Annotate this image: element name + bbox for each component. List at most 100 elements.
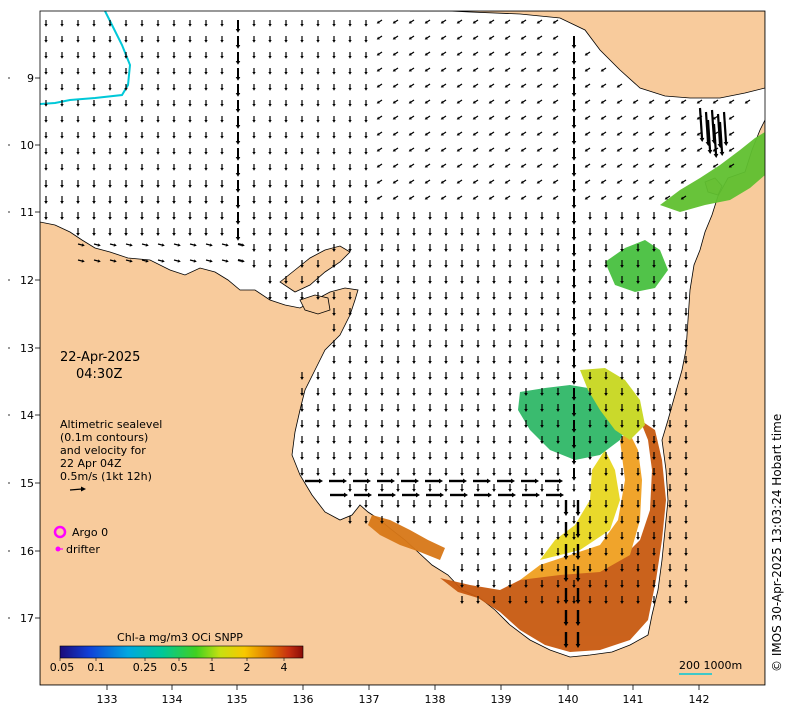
velocity-arrow-head — [268, 136, 272, 139]
velocity-arrow-head — [396, 297, 400, 300]
lat-tick-label: 10 — [20, 139, 34, 152]
velocity-arrow-head — [300, 265, 304, 268]
velocity-arrow — [458, 35, 463, 39]
velocity-arrow-head — [188, 201, 192, 204]
velocity-arrow-head — [540, 281, 544, 284]
velocity-arrow — [522, 51, 527, 55]
velocity-arrow-head — [696, 132, 700, 136]
velocity-arrow-head — [376, 196, 380, 200]
velocity-arrow-head — [684, 393, 688, 396]
velocity-arrow-head — [225, 243, 229, 247]
velocity-arrow-head — [316, 281, 320, 284]
velocity-arrow-head — [488, 148, 492, 152]
velocity-arrow-head — [604, 425, 608, 428]
velocity-arrow-head — [76, 88, 80, 91]
velocity-arrow-head — [572, 505, 576, 508]
velocity-arrow-head — [588, 441, 592, 444]
velocity-arrow-head — [524, 521, 528, 524]
velocity-arrow-head — [396, 425, 400, 428]
velocity-arrow-head — [284, 24, 288, 27]
velocity-arrow-head — [316, 136, 320, 139]
velocity-arrow-head — [235, 141, 241, 145]
velocity-arrow-head — [76, 201, 80, 204]
velocity-arrow — [538, 83, 543, 87]
velocity-arrow-head — [632, 196, 636, 200]
velocity-arrow-head — [488, 180, 492, 184]
velocity-arrow-head — [348, 425, 352, 428]
velocity-arrow-head — [140, 104, 144, 107]
velocity-arrow-head — [44, 136, 48, 139]
velocity-arrow-head — [680, 196, 684, 200]
velocity-arrow-head — [600, 100, 604, 104]
velocity-arrow-head — [428, 441, 432, 444]
velocity-arrow-head — [488, 132, 492, 136]
velocity-arrow-head — [235, 237, 241, 241]
velocity-arrow-head — [124, 168, 128, 171]
lat-tick-label: 14 — [20, 409, 34, 422]
velocity-arrow-head — [428, 345, 432, 348]
map-time: 04:30Z — [76, 367, 122, 382]
velocity-arrow — [522, 195, 527, 199]
velocity-arrow-head — [536, 84, 540, 88]
velocity-arrow-head — [488, 68, 492, 72]
velocity-arrow-head — [588, 377, 592, 380]
velocity-arrow-head — [172, 120, 176, 123]
velocity-arrow — [586, 131, 591, 135]
velocity-arrow-head — [604, 361, 608, 364]
velocity-arrow-head — [460, 489, 464, 492]
velocity-arrow-head — [668, 537, 672, 540]
velocity-arrow — [522, 147, 527, 151]
velocity-arrow-head — [588, 473, 592, 476]
velocity-arrow — [554, 19, 559, 23]
velocity-arrow-head — [456, 84, 460, 88]
velocity-arrow-head — [376, 164, 380, 168]
plot-area — [40, 11, 765, 685]
velocity-arrow-head — [380, 217, 384, 220]
velocity-arrow-head — [108, 152, 112, 155]
velocity-arrow — [490, 195, 495, 199]
velocity-arrow-head — [444, 457, 448, 460]
velocity-arrow-head — [364, 249, 368, 252]
cape-york-peninsula — [40, 119, 765, 685]
velocity-arrow-head — [124, 152, 128, 155]
velocity-arrow-head — [412, 249, 416, 252]
velocity-arrow-head — [235, 77, 241, 81]
velocity-arrow-head — [472, 196, 476, 200]
velocity-arrow-head — [456, 116, 460, 120]
velocity-arrow-head — [108, 233, 112, 236]
velocity-arrow — [554, 99, 559, 103]
velocity-arrow-head — [588, 489, 592, 492]
velocity-arrow-head — [604, 345, 608, 348]
velocity-arrow-head — [616, 132, 620, 136]
velocity-arrow-head — [396, 473, 400, 476]
velocity-arrow-head — [348, 201, 352, 204]
velocity-arrow-head — [664, 132, 668, 136]
velocity-arrow-head — [504, 116, 508, 120]
velocity-arrow-head — [456, 20, 460, 24]
velocity-arrow-head — [332, 361, 336, 364]
velocity-arrow-head — [636, 345, 640, 348]
velocity-arrow-head — [440, 164, 444, 168]
velocity-arrow — [410, 67, 415, 71]
velocity-arrow-head — [428, 249, 432, 252]
velocity-arrow-head — [76, 168, 80, 171]
velocity-arrow-head — [220, 233, 224, 236]
velocity-arrow-head — [456, 132, 460, 136]
velocity-arrow-head — [535, 478, 539, 484]
velocity-arrow-head — [300, 56, 304, 59]
velocity-arrow-head — [508, 521, 512, 524]
velocity-arrow — [554, 163, 559, 167]
velocity-arrow-head — [92, 168, 96, 171]
velocity-arrow-head — [664, 196, 668, 200]
velocity-arrow — [718, 121, 724, 153]
velocity-arrow-head — [440, 84, 444, 88]
velocity-arrow-head — [444, 281, 448, 284]
velocity-arrow-head — [684, 217, 688, 220]
velocity-arrow-head — [428, 313, 432, 316]
velocity-arrow-head — [172, 201, 176, 204]
velocity-arrow-head — [571, 397, 577, 401]
velocity-arrow-head — [161, 243, 165, 247]
velocity-arrow-head — [268, 120, 272, 123]
velocity-arrow-head — [348, 152, 352, 155]
velocity-arrow-head — [412, 217, 416, 220]
